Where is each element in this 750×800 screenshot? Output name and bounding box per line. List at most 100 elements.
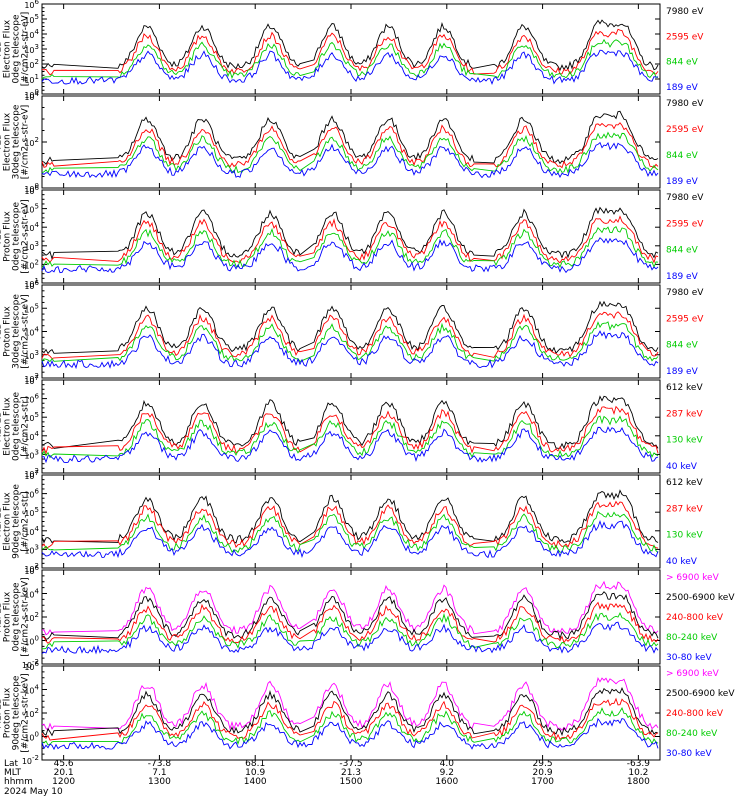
y-tick-label: 10-2 xyxy=(22,658,39,670)
legend-entry: 40 keV xyxy=(666,557,698,567)
legend-entry: 189 eV xyxy=(666,177,699,187)
panel-1: 100 101 102 103 104 105 106 TEDElectron Flux0de… xyxy=(0,0,704,100)
legend-entry: 2595 eV xyxy=(666,219,704,229)
legend-entry: 240-800 keV xyxy=(666,613,724,623)
x-tick-label: -63.9 xyxy=(627,759,651,769)
series-line-844-eV xyxy=(41,226,659,269)
legend-entry: 2500-6900 keV xyxy=(666,689,735,699)
y-tick-label: 10-2 xyxy=(22,754,39,766)
legend-entry: 189 eV xyxy=(666,272,699,282)
series-line-30-80-keV xyxy=(41,717,659,751)
y-axis-label: MEPEDElectron Flux90deg telescope[#/cm2-… xyxy=(0,484,31,559)
y-tick-label: 105 xyxy=(24,13,39,25)
legend-entry: 130 keV xyxy=(666,436,703,446)
series-line-7980-eV xyxy=(41,19,659,72)
y-tick-label: 101 xyxy=(24,73,39,85)
y-axis-label: MEPEDProton Flux90deg telescope[#/cm2-s-… xyxy=(0,673,31,752)
legend-entry: 2500-6900 keV xyxy=(666,593,735,603)
series-line-240-800-keV xyxy=(41,697,659,741)
y-tick-label: 105 xyxy=(24,411,39,423)
date-label: 2024 May 10 xyxy=(4,787,63,797)
series-line-287-keV xyxy=(41,405,659,455)
legend-entry: 80-240 keV xyxy=(666,633,718,643)
y-tick-label: 100 xyxy=(24,88,39,100)
series-line-844-eV xyxy=(41,38,659,80)
series-line-40-keV xyxy=(41,519,659,559)
y-tick-label: 102 xyxy=(24,372,39,384)
legend-entry: 287 keV xyxy=(666,409,703,419)
y-tick-label: 102 xyxy=(24,611,39,623)
y-tick-label: 104 xyxy=(24,28,39,40)
y-tick-label: 104 xyxy=(24,588,39,600)
legend-entry: 30-80 keV xyxy=(666,653,712,663)
legend-entry: 189 eV xyxy=(666,367,699,377)
y-tick-label: 107 xyxy=(24,469,39,481)
y-tick-label: 106 xyxy=(24,393,39,405)
y-tick-label: 101 xyxy=(24,277,39,289)
x-tick-label: 1700 xyxy=(531,777,554,787)
y-axis-label: TEDProton Flux30deg telescope[#/cm2-s-st… xyxy=(0,294,31,369)
x-tick-label: 9.2 xyxy=(440,768,454,778)
x-tick-label: 1300 xyxy=(148,777,171,787)
y-axis-label: MEPEDElectron Flux0deg telescope[#/cm2-s… xyxy=(0,392,31,462)
series-line-2595-eV xyxy=(41,215,659,264)
y-tick-label: 105 xyxy=(24,203,39,215)
panel-frame xyxy=(41,379,661,474)
legend-entry: 844 eV xyxy=(666,151,699,161)
y-tick-label: 100 xyxy=(24,731,39,743)
x-tick-label: 29.5 xyxy=(533,759,553,769)
legend-entry: 189 eV xyxy=(666,83,699,93)
legend-entry: > 6900 keV xyxy=(666,669,720,679)
legend-entry: 7980 eV xyxy=(666,193,704,203)
series-line-2595-eV xyxy=(41,311,659,360)
series-line-240-800-keV xyxy=(42,601,659,644)
legend-entry: 7980 eV xyxy=(666,7,704,17)
legend-entry: 287 keV xyxy=(666,504,703,514)
y-tick-label: 105 xyxy=(24,506,39,518)
x-tick-label: -73.8 xyxy=(148,759,172,769)
y-tick-label: 102 xyxy=(24,136,39,148)
legend-entry: 612 keV xyxy=(666,478,703,488)
footer-row-label: MLT xyxy=(4,768,22,778)
series-line-7980-eV xyxy=(41,300,659,355)
series-line-7980-eV xyxy=(41,110,659,165)
y-axis-label: TEDProton Flux0deg telescope[#/cm2-s-str… xyxy=(0,199,31,274)
panel-4: 102 103 104 105 106 TEDProton Flux30deg teles… xyxy=(0,279,704,384)
y-tick-label: 103 xyxy=(24,543,39,555)
legend-entry: 130 keV xyxy=(666,531,703,541)
x-tick-label: 7.1 xyxy=(152,768,166,778)
series-line-612-keV xyxy=(41,395,659,450)
x-tick-label: 68.1 xyxy=(245,759,265,769)
y-tick-label: 102 xyxy=(24,562,39,574)
x-tick-label: 45.6 xyxy=(54,759,74,769)
legend-entry: 7980 eV xyxy=(666,99,704,109)
y-tick-label: 104 xyxy=(24,326,39,338)
x-tick-label: 4.0 xyxy=(440,759,455,769)
y-axis-label: TEDElectron Flux0deg telescope[#/cm2-s-s… xyxy=(0,12,31,87)
series-line--6900-keV xyxy=(41,580,659,636)
x-tick-label: 1400 xyxy=(244,777,267,787)
footer-row-label: hhmm xyxy=(4,777,33,787)
legend-entry: 844 eV xyxy=(666,246,699,256)
series-line-189-eV xyxy=(41,141,659,179)
series-line--6900-keV xyxy=(41,677,659,731)
series-line-287-keV xyxy=(41,500,659,549)
panel-6: 102 103 104 105 106 107 MEPEDElectron Flux90de… xyxy=(0,469,703,574)
series-line-30-80-keV xyxy=(41,621,659,655)
footer-row-label: Lat xyxy=(4,759,19,769)
y-tick-label: 103 xyxy=(24,349,39,361)
legend-entry: 844 eV xyxy=(666,58,699,68)
y-tick-label: 106 xyxy=(24,564,39,576)
x-tick-label: 1800 xyxy=(627,777,650,787)
legend-entry: 2595 eV xyxy=(666,125,704,135)
legend-entry: 240-800 keV xyxy=(666,709,724,719)
series-line-130-keV xyxy=(41,415,659,459)
panel-frame xyxy=(41,95,661,189)
series-line-80-240-keV xyxy=(41,612,659,650)
legend-entry: 844 eV xyxy=(666,341,699,351)
x-tick-label: 10.2 xyxy=(628,768,648,778)
series-line-189-eV xyxy=(41,237,659,274)
x-tick-label: -37.5 xyxy=(339,759,362,769)
y-tick-label: 104 xyxy=(24,90,39,102)
